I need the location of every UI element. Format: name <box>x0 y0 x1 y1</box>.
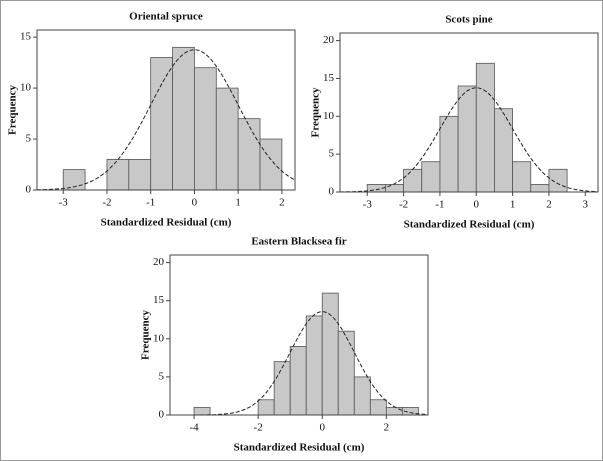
panel: Scots pine Standardized Residual (cm) Freq… <box>310 14 599 231</box>
x-tick-label: 1 <box>510 199 516 211</box>
y-tick-label: 5 <box>26 133 32 145</box>
bar <box>305 315 323 416</box>
x-tick-label: -2 <box>399 199 408 211</box>
y-tick-label: 10 <box>153 332 165 344</box>
x-axis-label: Standardized Residual (cm) <box>234 442 365 454</box>
chart-title: Scots pine <box>445 14 492 26</box>
bar <box>353 376 371 416</box>
panel: Eastern Blacksea fir Standardized Residua… <box>140 236 429 454</box>
bar <box>403 168 423 193</box>
chart-title: Oriental spruce <box>129 11 203 23</box>
x-tick-label: 2 <box>279 197 285 209</box>
bar <box>385 184 404 193</box>
x-tick-label: 0 <box>319 422 325 434</box>
y-axis-label: Frequency <box>7 85 19 135</box>
bar <box>475 62 495 193</box>
bar <box>106 159 130 191</box>
bar <box>421 161 441 193</box>
plot-frame <box>169 254 429 416</box>
y-tick-label: 0 <box>26 184 32 196</box>
normal-curve <box>37 49 296 191</box>
bar <box>494 108 514 193</box>
x-tick-label: 0 <box>192 197 198 209</box>
bar <box>321 292 339 416</box>
bar <box>273 361 291 416</box>
y-tick-label: 5 <box>159 370 165 382</box>
bar <box>194 67 217 191</box>
bar <box>548 168 568 193</box>
y-tick-label: 15 <box>20 31 32 43</box>
x-tick-label: -3 <box>363 199 373 211</box>
x-tick-label: -4 <box>189 422 199 434</box>
bar <box>512 161 532 193</box>
y-tick-label: 0 <box>159 409 165 421</box>
x-tick-label: -2 <box>102 197 111 209</box>
bar <box>337 330 355 416</box>
x-axis-label: Standardized Residual (cm) <box>101 217 232 229</box>
y-tick-label: 20 <box>153 256 165 268</box>
y-axis-label: Frequency <box>140 310 152 360</box>
x-tick-label: -1 <box>146 197 155 209</box>
plot-frame <box>36 29 296 191</box>
bar <box>369 399 387 416</box>
bar <box>259 138 283 191</box>
y-tick-label: 15 <box>153 294 165 306</box>
y-tick-label: 10 <box>323 110 335 122</box>
y-tick-label: 20 <box>323 34 335 46</box>
bar <box>439 115 459 193</box>
y-axis-label: Frequency <box>310 87 322 137</box>
bar <box>530 184 550 193</box>
x-tick-label: 1 <box>235 197 241 209</box>
chart-title: Eastern Blacksea fir <box>251 236 346 248</box>
x-tick-label: -3 <box>59 197 69 209</box>
bar <box>457 85 477 193</box>
y-tick-label: 5 <box>329 148 335 160</box>
normal-curve <box>340 87 598 193</box>
bar <box>237 118 261 191</box>
x-tick-label: -2 <box>254 422 263 434</box>
x-tick-label: 2 <box>546 199 552 211</box>
x-tick-label: 0 <box>474 199 480 211</box>
x-tick-label: 2 <box>384 422 390 434</box>
bar <box>289 346 307 416</box>
bar <box>150 57 173 191</box>
x-tick-label: -1 <box>435 199 444 211</box>
x-axis-label: Standardized Residual (cm) <box>404 219 535 231</box>
bar <box>128 159 152 191</box>
y-tick-label: 15 <box>323 72 335 84</box>
x-tick-label: 3 <box>583 199 589 211</box>
bar <box>385 406 403 416</box>
bar <box>193 406 211 416</box>
plot-frame <box>339 32 599 193</box>
bar <box>257 399 275 416</box>
y-tick-label: 0 <box>329 186 335 198</box>
panel: Oriental spruce Standardized Residual (cm… <box>7 11 296 229</box>
y-tick-label: 10 <box>20 82 32 94</box>
bar <box>172 46 195 191</box>
bar <box>215 87 239 191</box>
